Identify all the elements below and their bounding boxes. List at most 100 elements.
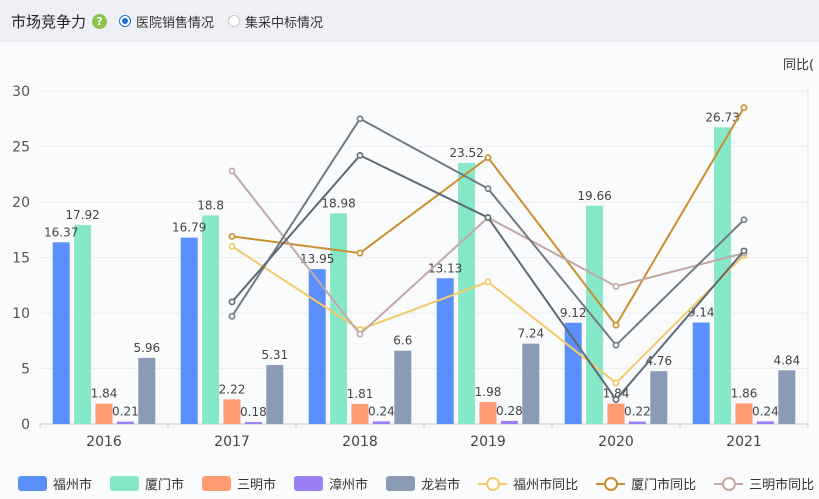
- bar-value-label: 16.37: [44, 225, 78, 239]
- line-point: [484, 214, 492, 221]
- legend-label: 龙岩市: [421, 477, 461, 493]
- bar: [74, 225, 92, 424]
- legend-line-icon: [596, 476, 626, 491]
- bar-value-label: 13.95: [300, 252, 334, 266]
- bar: [522, 343, 540, 424]
- bar: [330, 213, 348, 424]
- legend-label: 漳州市: [329, 477, 369, 493]
- legend-item[interactable]: 三明市: [202, 474, 276, 492]
- legend-swatch: [202, 475, 232, 491]
- radio-procurement-label: 集采中标情况: [245, 15, 324, 31]
- bar: [95, 403, 113, 424]
- view-toggle: 医院销售情况 集采中标情况: [119, 12, 337, 31]
- bar: [628, 421, 646, 424]
- bar-value-label: 1.98: [475, 385, 502, 399]
- legend-swatch: [294, 475, 324, 491]
- bar-value-label: 5.96: [133, 341, 160, 355]
- bar: [180, 237, 198, 424]
- legend-label: 厦门市: [145, 477, 185, 493]
- legend-label: 三明市: [237, 477, 277, 493]
- header-bar: 市场竞争力 ? 医院销售情况 集采中标情况: [0, 0, 819, 42]
- legend-line-icon: [478, 476, 508, 491]
- line-point: [356, 115, 364, 123]
- line-point: [612, 396, 620, 403]
- y-tick-label: 30: [12, 84, 30, 100]
- bar: [266, 365, 284, 424]
- bar: [308, 269, 326, 424]
- radio-hospital-sales[interactable]: 医院销售情况: [119, 12, 214, 31]
- x-tick-label: 2020: [598, 434, 634, 450]
- legend-item[interactable]: 福州市同比: [478, 474, 578, 492]
- y-tick-label: 20: [12, 195, 30, 211]
- bar: [735, 403, 753, 424]
- bar: [692, 322, 710, 424]
- bar-value-label: 4.84: [773, 353, 800, 367]
- bar: [116, 421, 134, 424]
- bar: [244, 422, 262, 424]
- bar: [778, 370, 796, 424]
- legend-item[interactable]: 漳州市: [294, 474, 368, 492]
- bar: [607, 403, 625, 424]
- chart-legend: 福州市 厦门市 三明市 漳州市 龙岩市 福州市同比 厦门市同比 三明市同比: [18, 474, 819, 492]
- radio-unselected-icon: [228, 15, 241, 27]
- legend-label: 厦门市同比: [631, 477, 697, 493]
- legend-item[interactable]: 厦门市: [110, 474, 184, 492]
- line-point: [484, 185, 492, 193]
- legend-label: 福州市: [53, 477, 93, 493]
- bar-value-label: 0.24: [368, 404, 395, 418]
- legend-item[interactable]: 龙岩市: [386, 474, 460, 492]
- bar: [436, 278, 454, 424]
- bar-value-label: 18.98: [321, 196, 355, 210]
- y-tick-label: 10: [12, 306, 30, 322]
- bar: [223, 399, 241, 424]
- line-point: [356, 330, 364, 338]
- bar: [479, 402, 497, 424]
- y-tick-label: 25: [12, 140, 30, 156]
- legend-item[interactable]: 厦门市同比: [596, 474, 696, 492]
- bar-value-label: 23.52: [449, 146, 483, 160]
- bar-value-label: 2.22: [219, 382, 246, 396]
- y-tick-label: 0: [21, 417, 30, 433]
- bar: [351, 403, 369, 424]
- legend-swatch: [18, 475, 47, 491]
- bar-value-label: 0.28: [496, 404, 523, 418]
- bar-value-label: 0.18: [240, 405, 267, 419]
- radio-procurement[interactable]: 集采中标情况: [228, 12, 323, 31]
- y-tick-label: 15: [12, 251, 30, 267]
- bar-value-label: 7.24: [517, 327, 544, 341]
- line-point: [484, 154, 492, 161]
- bar-value-label: 0.21: [112, 405, 139, 419]
- bar-value-label: 1.84: [91, 387, 118, 401]
- line-point: [356, 249, 364, 257]
- legend-item[interactable]: 三明市同比: [714, 474, 814, 492]
- line-point: [356, 151, 364, 159]
- bar: [394, 350, 412, 424]
- line-point: [228, 233, 236, 240]
- bar: [650, 371, 668, 424]
- legend-item[interactable]: 福州市: [18, 474, 92, 492]
- line-point: [740, 216, 748, 224]
- bar: [372, 421, 390, 424]
- bar: [202, 215, 220, 424]
- bar-value-label: 26.73: [705, 110, 739, 124]
- y-tick-label: 5: [21, 362, 30, 378]
- radio-hospital-sales-label: 医院销售情况: [136, 15, 215, 31]
- bar: [458, 162, 476, 425]
- bar-value-label: 0.22: [624, 405, 651, 419]
- bar: [500, 420, 518, 424]
- bar-value-label: 1.86: [731, 386, 758, 400]
- line-point: [228, 167, 236, 175]
- line-point: [612, 282, 620, 290]
- line-point: [228, 298, 236, 306]
- bar: [564, 322, 582, 424]
- bar-value-label: 5.31: [261, 348, 288, 362]
- line-point: [484, 278, 492, 286]
- legend-line-icon: [714, 476, 744, 491]
- line-point: [228, 312, 236, 320]
- help-icon[interactable]: ?: [92, 13, 108, 29]
- legend-swatch: [386, 475, 416, 491]
- bar: [52, 242, 70, 424]
- legend-swatch: [110, 475, 140, 491]
- line-point: [612, 341, 620, 349]
